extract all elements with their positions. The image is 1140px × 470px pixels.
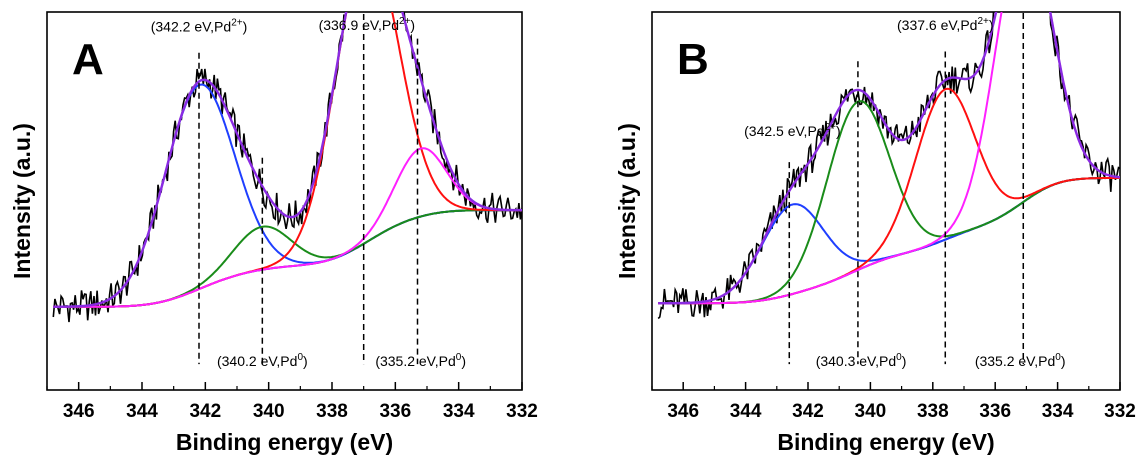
plot-area: [657, 12, 1120, 365]
peak-annotation: (336.9 eV,Pd2+): [319, 16, 416, 33]
plot-area: [52, 12, 522, 365]
component-peak-335-2-line: [53, 147, 522, 308]
x-axis-title: Binding energy (eV): [176, 429, 393, 455]
x-tick-label: 336: [379, 401, 411, 422]
y-axis-title: Intensity (a.u.): [9, 123, 35, 279]
x-tick-label: 344: [730, 401, 762, 422]
component-peak-336-9-line: [53, 12, 522, 308]
x-tick-label: 342: [189, 401, 221, 422]
peak-annotation: (342.2 eV,Pd2+): [151, 17, 248, 34]
peak-annotation: (337.6 eV,Pd2+): [897, 16, 994, 33]
peak-annotation: (342.5 eV,Pd2+): [744, 122, 841, 139]
peak-annotation: (340.3 eV,Pd0): [816, 352, 907, 369]
peak-annotation: (335.2 eV,Pd0): [975, 352, 1066, 369]
panel-label: B: [677, 35, 709, 84]
x-tick-label: 346: [63, 401, 95, 422]
chart-panel-a: 346 344 342 340 338 336 334 332 Binding energy (…: [9, 11, 538, 455]
x-tick-label: 334: [443, 401, 475, 422]
component-peak-342-2-line: [53, 83, 522, 308]
raw-spectrum-line: [52, 12, 522, 323]
x-tick-label: 336: [979, 401, 1011, 422]
chart-panel-b: 346 344 342 340 338 336 334 332 Binding energy (…: [614, 11, 1136, 455]
x-tick-label: 344: [126, 401, 158, 422]
x-tick-label: 340: [855, 401, 887, 422]
envelope-line: [53, 12, 522, 308]
x-tick-label: 332: [506, 401, 538, 422]
raw-spectrum-line: [657, 12, 1120, 320]
x-axis-title: Binding energy (eV): [777, 429, 994, 455]
y-axis-title: Intensity (a.u.): [614, 123, 640, 279]
x-tick-label: 342: [792, 401, 824, 422]
x-tick-label: 340: [253, 401, 285, 422]
component-peak-335-2-line: [658, 12, 1120, 305]
plot-frame: [46, 11, 523, 391]
x-tick-label: 338: [316, 401, 348, 422]
x-tick-label: 334: [1042, 401, 1074, 422]
x-tick-label: 346: [667, 401, 699, 422]
plot-frame: [651, 11, 1121, 391]
envelope-line: [658, 12, 1120, 305]
peak-annotation: (340.2 eV,Pd0): [217, 352, 308, 369]
x-tick-label: 338: [917, 401, 949, 422]
component-peak-337-6-line: [658, 87, 1120, 305]
panel-label: A: [72, 35, 104, 84]
peak-annotation: (335.2 eV,Pd0): [375, 352, 466, 369]
x-tick-label: 332: [1104, 401, 1136, 422]
